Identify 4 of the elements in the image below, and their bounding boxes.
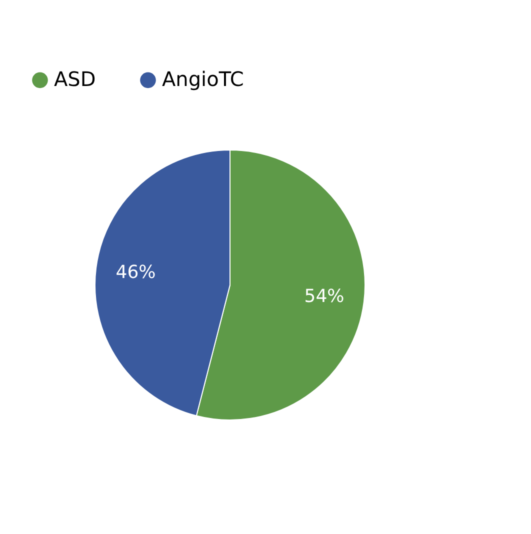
data-label: 46%	[116, 262, 156, 284]
legend-label: AngioTC	[162, 67, 244, 92]
legend-label: ASD	[54, 67, 96, 92]
data-label: 54%	[304, 286, 344, 307]
